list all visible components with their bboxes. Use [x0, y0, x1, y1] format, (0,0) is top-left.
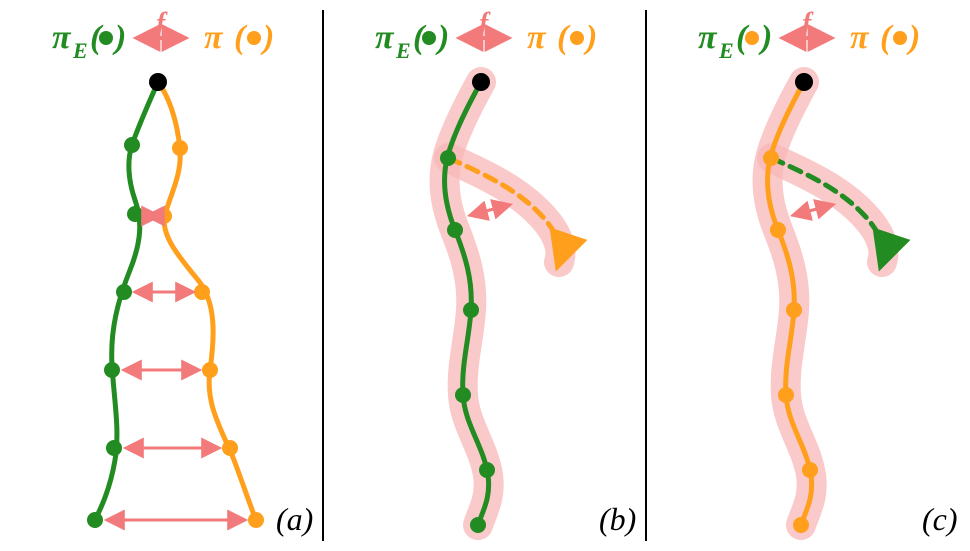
pi-symbol: π [527, 19, 547, 56]
pi-e-subscript: E [395, 38, 411, 63]
pi-e-subscript: E [718, 38, 734, 63]
traj-point [479, 462, 495, 478]
traj-point-green [87, 512, 103, 528]
start-point [472, 73, 490, 91]
header-f-label: f [479, 8, 491, 39]
header-dot-right [570, 31, 584, 45]
traj-point-orange [172, 140, 188, 156]
traj-point-orange [248, 512, 264, 528]
traj-point-green [127, 206, 143, 222]
traj-point [786, 302, 802, 318]
traj-point-green [124, 137, 140, 153]
traj-point [778, 387, 794, 403]
traj-point-green [106, 440, 122, 456]
paren-close-2: ) [260, 19, 274, 56]
pi-e-subscript: E [72, 38, 88, 63]
header-dot-left [99, 31, 113, 45]
traj-point-green [104, 362, 120, 378]
traj-point [802, 462, 818, 478]
traj-point [447, 222, 463, 238]
panel-label-a: (a) [276, 501, 313, 537]
paren-open-2: ( [557, 19, 571, 56]
header-dot-right [893, 31, 907, 45]
start-point [795, 73, 813, 91]
correspondence-arrow [471, 205, 509, 215]
traj-point [770, 222, 786, 238]
traj-point [455, 387, 471, 403]
header-dot-left [422, 31, 436, 45]
panel-label: (b) [599, 501, 636, 537]
traj-point [440, 150, 456, 166]
panel-c: πE()fπ()(c) [698, 8, 958, 537]
paren-open-2: ( [880, 19, 894, 56]
pi-symbol: π [850, 19, 870, 56]
panel-label: (c) [922, 501, 958, 537]
pi-e-symbol: π [52, 19, 72, 56]
paren-open-2: ( [234, 19, 248, 56]
paren-close: ) [112, 19, 126, 56]
paren-close-2: ) [906, 19, 920, 56]
traj-point [470, 517, 486, 533]
traj-point [793, 517, 809, 533]
diagram-canvas: πE()fπ()(a)πE()fπ()(b)πE()fπ()(c) [0, 0, 970, 551]
traj-point-green [116, 284, 132, 300]
traj-point [763, 150, 779, 166]
header-f-label: f [802, 8, 814, 39]
traj-point-orange [194, 284, 210, 300]
traj-point [463, 302, 479, 318]
pi-e-symbol: π [375, 19, 395, 56]
traj-point-orange [202, 362, 218, 378]
panel-a: πE()fπ()(a) [52, 8, 313, 537]
traj-point-orange [156, 208, 172, 224]
pi-e-symbol: π [698, 19, 718, 56]
traj-point-orange [222, 440, 238, 456]
pi-symbol: π [204, 19, 224, 56]
header-f-label: f [156, 8, 168, 39]
paren-close: ) [758, 19, 772, 56]
paren-close-2: ) [583, 19, 597, 56]
correspondence-arrow [794, 205, 832, 215]
paren-close: ) [435, 19, 449, 56]
panel-b: πE()fπ()(b) [375, 8, 636, 537]
start-point [149, 73, 167, 91]
header-dot-right [247, 31, 261, 45]
header-dot-left [745, 31, 759, 45]
